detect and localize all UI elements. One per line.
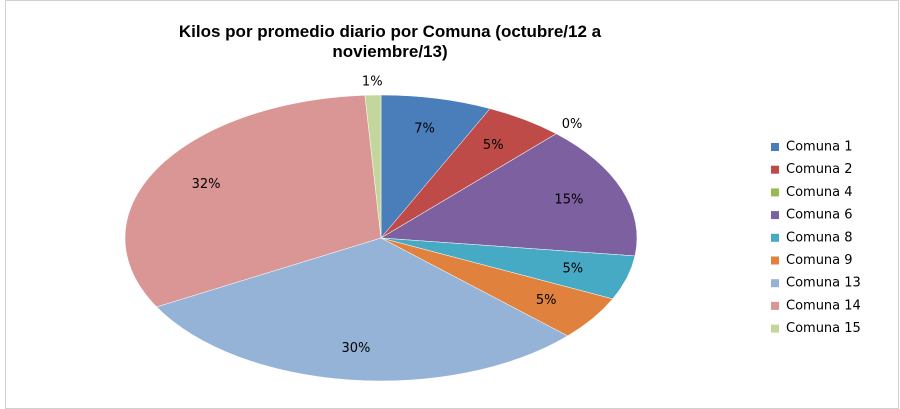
pie-slice <box>124 95 382 308</box>
data-label: 32% <box>192 177 221 192</box>
data-label: 30% <box>342 341 371 356</box>
data-label: 5% <box>483 138 504 153</box>
data-label: 15% <box>554 193 583 208</box>
legend-swatch <box>771 188 779 197</box>
pie-slice <box>156 237 569 382</box>
legend-label: Comuna 13 <box>786 276 861 291</box>
legend-swatch <box>771 143 779 151</box>
legend-label: Comuna 9 <box>786 253 853 268</box>
legend-swatch <box>771 165 779 174</box>
legend-label: Comuna 1 <box>786 140 853 155</box>
pie-slice <box>380 94 491 239</box>
legend-label: Comuna 8 <box>786 230 853 245</box>
legend-label: Comuna 14 <box>786 298 861 313</box>
legend-label: Comuna 15 <box>786 321 861 336</box>
chart-title: Kilos por promedio diario por Comuna (oc… <box>178 22 602 61</box>
legend-swatch <box>771 256 779 265</box>
legend-swatch <box>771 324 779 333</box>
legend-swatch <box>771 301 779 310</box>
data-label: 7% <box>414 122 435 137</box>
legend-label: Comuna 6 <box>786 208 853 223</box>
data-label: 5% <box>562 262 583 277</box>
legend-label: Comuna 4 <box>786 185 853 200</box>
pie-slice <box>380 133 638 257</box>
data-label: 1% <box>362 75 383 90</box>
legend-label: Comuna 2 <box>786 162 853 177</box>
data-label: 0% <box>562 117 583 132</box>
legend-swatch <box>771 211 779 220</box>
legend-swatch <box>771 279 779 288</box>
legend-swatch <box>771 233 779 242</box>
data-label: 5% <box>536 293 557 308</box>
pie-slice <box>364 94 382 239</box>
